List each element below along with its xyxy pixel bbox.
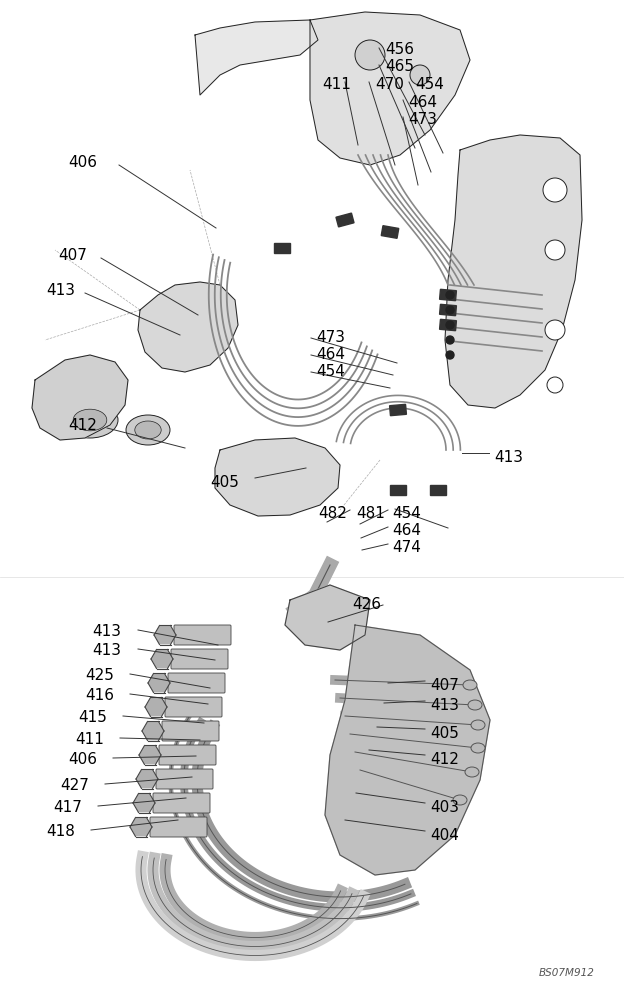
Text: 411: 411 [322, 77, 351, 92]
Text: 406: 406 [68, 752, 97, 767]
Polygon shape [195, 20, 318, 95]
Text: 412: 412 [430, 752, 459, 767]
Text: 470: 470 [375, 77, 404, 92]
Circle shape [446, 291, 454, 299]
Text: 474: 474 [392, 540, 421, 555]
Text: 427: 427 [60, 778, 89, 793]
Polygon shape [149, 674, 169, 692]
Text: 404: 404 [430, 828, 459, 843]
Circle shape [410, 65, 430, 85]
Text: 473: 473 [408, 112, 437, 127]
Text: 454: 454 [392, 506, 421, 521]
Circle shape [355, 40, 385, 70]
Text: 464: 464 [392, 523, 421, 538]
Circle shape [545, 240, 565, 260]
Ellipse shape [126, 415, 170, 445]
Ellipse shape [463, 680, 477, 690]
Polygon shape [143, 722, 163, 740]
Text: 412: 412 [68, 418, 97, 433]
Circle shape [547, 377, 563, 393]
Text: 426: 426 [352, 597, 381, 612]
FancyBboxPatch shape [159, 745, 216, 765]
Ellipse shape [471, 720, 485, 730]
Polygon shape [32, 355, 128, 440]
Text: 417: 417 [53, 800, 82, 815]
Text: 405: 405 [430, 726, 459, 741]
Polygon shape [445, 135, 582, 408]
Bar [381, 226, 399, 238]
Polygon shape [310, 12, 470, 165]
Bar [390, 485, 406, 495]
Text: 464: 464 [316, 347, 345, 362]
Ellipse shape [471, 743, 485, 753]
Bar [439, 289, 456, 301]
Text: 454: 454 [415, 77, 444, 92]
Polygon shape [285, 585, 370, 650]
Polygon shape [134, 794, 154, 812]
Text: 407: 407 [58, 248, 87, 263]
Text: 413: 413 [430, 698, 459, 713]
Text: 415: 415 [78, 710, 107, 725]
Polygon shape [155, 626, 175, 644]
Ellipse shape [453, 795, 467, 805]
Polygon shape [137, 770, 157, 788]
Bar [439, 304, 456, 316]
Text: 418: 418 [46, 824, 75, 839]
Circle shape [446, 336, 454, 344]
Ellipse shape [465, 767, 479, 777]
Text: 413: 413 [92, 624, 121, 639]
Text: 482: 482 [318, 506, 347, 521]
Text: 473: 473 [316, 330, 345, 345]
Circle shape [446, 306, 454, 314]
Polygon shape [152, 650, 172, 668]
FancyBboxPatch shape [171, 649, 228, 669]
Text: 465: 465 [385, 59, 414, 74]
Text: 411: 411 [75, 732, 104, 747]
Polygon shape [146, 698, 166, 716]
Circle shape [545, 320, 565, 340]
FancyBboxPatch shape [168, 673, 225, 693]
Bar [389, 404, 406, 416]
Circle shape [446, 351, 454, 359]
FancyBboxPatch shape [165, 697, 222, 717]
Text: 407: 407 [430, 678, 459, 693]
Text: 454: 454 [316, 364, 345, 379]
Text: 456: 456 [385, 42, 414, 57]
FancyBboxPatch shape [162, 721, 219, 741]
Ellipse shape [73, 409, 107, 431]
Bar [439, 319, 456, 331]
Polygon shape [215, 438, 340, 516]
Text: 405: 405 [210, 475, 239, 490]
Text: 413: 413 [92, 643, 121, 658]
Text: 425: 425 [85, 668, 114, 683]
FancyBboxPatch shape [153, 793, 210, 813]
Text: 413: 413 [494, 450, 523, 465]
Polygon shape [325, 625, 490, 875]
Text: 416: 416 [85, 688, 114, 703]
Text: 481: 481 [356, 506, 385, 521]
Polygon shape [131, 818, 151, 836]
Ellipse shape [62, 402, 118, 438]
Bar [274, 243, 290, 253]
Text: 406: 406 [68, 155, 97, 170]
Ellipse shape [468, 700, 482, 710]
Circle shape [543, 178, 567, 202]
Text: 464: 464 [408, 95, 437, 110]
Bar [336, 213, 354, 227]
Ellipse shape [135, 421, 161, 439]
Text: BS07M912: BS07M912 [539, 968, 595, 978]
FancyBboxPatch shape [174, 625, 231, 645]
Text: 413: 413 [46, 283, 75, 298]
FancyBboxPatch shape [150, 817, 207, 837]
FancyBboxPatch shape [156, 769, 213, 789]
Circle shape [446, 321, 454, 329]
Polygon shape [140, 746, 160, 764]
Text: 403: 403 [430, 800, 459, 815]
Bar [430, 485, 446, 495]
Polygon shape [138, 282, 238, 372]
